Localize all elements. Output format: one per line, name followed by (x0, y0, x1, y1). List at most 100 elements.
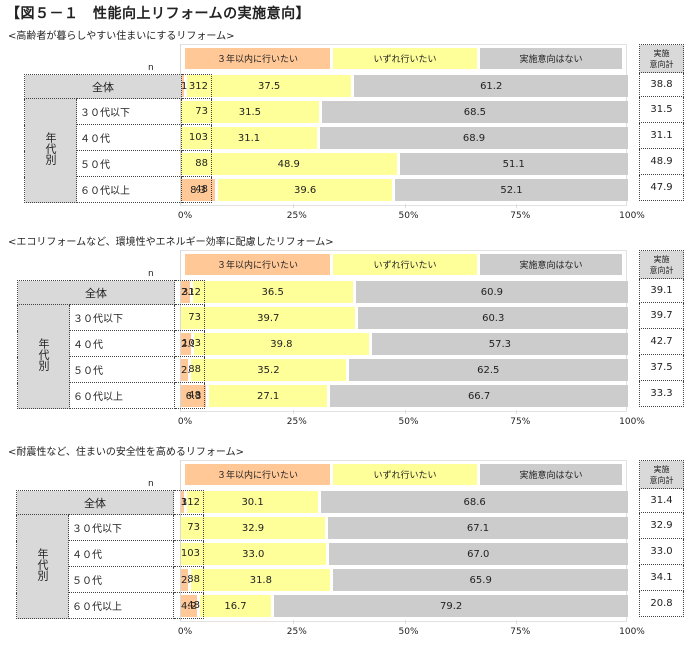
legend: ３年以内に行いたい いずれ行いたい 実施意向はない (185, 48, 625, 69)
legend-someday: いずれ行いたい (332, 48, 477, 69)
legend-no-intent: 実施意向はない (479, 254, 622, 275)
legend-within-3-years: ３年以内に行いたい (185, 254, 330, 275)
segment-someday: 31.1 (181, 127, 321, 149)
row-label-age: ３０代以下 (76, 98, 182, 125)
axis-tick (404, 204, 406, 208)
total-intent-table: 実施 意向計 38.8 31.5 31.1 48.9 47.9 (639, 44, 684, 201)
axis-tick (404, 410, 406, 414)
row-label-age: ６０代以上 (69, 382, 175, 409)
x-tick-label: 50% (398, 211, 419, 221)
total-intent-value: 47.9 (639, 174, 684, 201)
total-intent-value: 31.5 (639, 96, 684, 123)
segment-someday: 39.6 (218, 179, 396, 201)
x-tick-label: 100% (619, 627, 645, 637)
n-value: 73 (173, 514, 204, 541)
segment-someday: 39.7 (181, 307, 359, 329)
bar-row: 33.0 67.0 (181, 543, 628, 565)
segment-someday: 37.5 (186, 75, 355, 97)
legend-no-intent: 実施意向はない (479, 464, 622, 485)
n-value: 73 (174, 304, 205, 331)
segment-no-intent: 68.9 (320, 127, 628, 149)
segment-someday: 31.8 (191, 569, 334, 591)
total-intent-value: 39.1 (639, 278, 684, 303)
age-group-text: 年代別 (44, 132, 57, 165)
segment-label: 30.1 (241, 496, 264, 508)
legend: ３年以内に行いたい いずれ行いたい 実施意向はない (185, 254, 625, 275)
axis-tick (292, 204, 294, 208)
n-value: 48 (173, 592, 204, 619)
segment-label: 37.5 (257, 80, 281, 92)
bar-row: 39.7 60.3 (181, 307, 628, 329)
n-value: 48 (174, 382, 205, 409)
segment-label: 67.1 (466, 522, 490, 534)
segment-someday: 36.5 (192, 281, 356, 303)
n-value: 88 (174, 356, 205, 383)
legend-someday: いずれ行いたい (332, 254, 477, 275)
bar-row: 2.9 39.8 57.3 (181, 333, 628, 355)
bar-row: 48.9 51.1 (181, 153, 628, 175)
panel-subtitle: <耐震性など、住まいの安全性を高めるリフォーム> (8, 447, 244, 458)
row-label-total: 全体 (24, 74, 182, 99)
segment-someday: 30.1 (186, 491, 322, 513)
segment-someday: 39.8 (193, 333, 372, 355)
segment-label: 52.1 (500, 184, 523, 196)
x-tick-label: 25% (286, 627, 307, 637)
segment-label: 62.5 (477, 364, 500, 376)
segment-someday: 27.1 (209, 385, 331, 407)
axis-tick (404, 620, 406, 624)
age-group-label: 年代別 (16, 514, 69, 619)
row-label-age: ６０代以上 (76, 176, 182, 203)
axis-tick (516, 204, 518, 208)
n-value: 48 (181, 176, 212, 203)
legend-within-3-years: ３年以内に行いたい (185, 48, 330, 69)
n-value: 103 (173, 540, 204, 567)
x-tick-label: 100% (619, 417, 645, 427)
total-intent-table: 実施 意向計 31.4 32.9 33.0 34.1 20.8 (639, 460, 684, 617)
bar-row: 6.3 27.1 66.7 (181, 385, 628, 407)
segment-label: 61.2 (480, 80, 503, 92)
plot-area: ３年以内に行いたい いずれ行いたい 実施意向はない 1.330.168.632.… (180, 460, 628, 624)
segment-label: 68.5 (463, 106, 487, 118)
segment-no-intent: 66.7 (330, 385, 628, 407)
row-label-age: ５０代 (76, 150, 182, 177)
total-intent-value: 32.9 (639, 512, 684, 539)
axis-tick (516, 620, 518, 624)
total-intent-value: 37.5 (639, 354, 684, 381)
total-intent-header: 実施 意向計 (639, 460, 684, 489)
segment-label: 27.1 (257, 390, 280, 402)
row-label-age: ６０代以上 (68, 592, 174, 619)
x-tick-label: 75% (510, 211, 531, 221)
segment-label: 48.9 (277, 158, 300, 170)
segment-label: 31.8 (249, 574, 272, 586)
age-group-label: 年代別 (24, 98, 77, 203)
category-table: 全体 312 年代別 ３０代以下 73 ４０代 103 ５０代 88 ６０代以上 48 (17, 280, 205, 409)
n-label: n (148, 479, 154, 489)
total-intent-value: 34.1 (639, 564, 684, 591)
row-label-age: ５０代 (69, 356, 175, 383)
total-intent-header: 実施 意向計 (639, 250, 684, 279)
panel-subtitle: <高齢者が暮らしやすい住まいにするリフォーム> (8, 31, 235, 42)
total-header-line1: 実施 (653, 254, 670, 264)
segment-label: 31.5 (238, 106, 262, 118)
n-value: 73 (181, 98, 212, 125)
total-intent-value: 42.7 (639, 328, 684, 355)
n-label: n (148, 269, 154, 279)
segment-label: 68.9 (462, 132, 486, 144)
segment-no-intent: 60.9 (355, 281, 628, 303)
panel-subtitle: <エコリフォームなど、環境性やエネルギー効率に配慮したリフォーム> (8, 237, 334, 248)
segment-no-intent: 57.3 (371, 333, 628, 355)
total-header-line1: 実施 (653, 48, 670, 58)
x-tick-label: 50% (398, 417, 419, 427)
segment-someday: 16.7 (199, 595, 275, 617)
n-value: 88 (173, 566, 204, 593)
segment-no-intent: 68.6 (321, 491, 628, 513)
segment-no-intent: 60.3 (358, 307, 628, 329)
bar-row: 32.9 67.1 (181, 517, 628, 539)
total-header-line1: 実施 (653, 464, 670, 474)
segment-label: 39.7 (257, 312, 280, 324)
legend: ３年以内に行いたい いずれ行いたい 実施意向はない (185, 464, 625, 485)
bar-row: 1.337.561.2 (181, 75, 628, 97)
legend-within-3-years: ３年以内に行いたい (185, 464, 330, 485)
total-intent-value: 20.8 (639, 590, 684, 617)
n-label: n (148, 63, 154, 73)
